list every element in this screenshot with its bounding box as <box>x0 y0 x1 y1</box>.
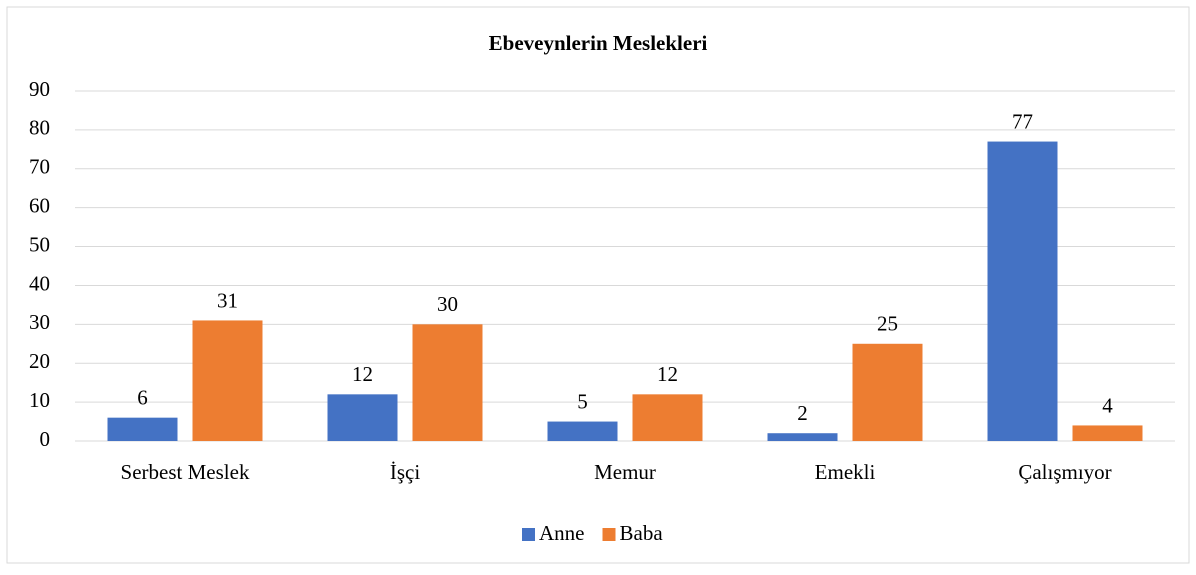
y-tick-label: 90 <box>29 77 50 101</box>
data-label: 25 <box>877 312 898 336</box>
data-label: 12 <box>352 362 373 386</box>
y-tick-label: 10 <box>29 388 50 412</box>
y-tick-label: 30 <box>29 310 50 334</box>
y-tick-label: 70 <box>29 155 50 179</box>
chart-title: Ebeveynlerin Meslekleri <box>489 31 708 55</box>
data-label: 77 <box>1012 109 1033 133</box>
legend-label: Baba <box>620 521 664 545</box>
bar <box>107 417 178 441</box>
data-label: 2 <box>797 401 808 425</box>
legend-swatch <box>522 528 535 541</box>
y-tick-label: 20 <box>29 349 50 373</box>
x-tick-label: İşçi <box>390 460 420 484</box>
bar <box>767 433 838 441</box>
x-tick-label: Emekli <box>815 460 876 484</box>
data-label: 30 <box>437 292 458 316</box>
x-tick-label: Serbest Meslek <box>121 460 250 484</box>
y-tick-label: 60 <box>29 193 50 217</box>
data-label: 12 <box>657 362 678 386</box>
legend-swatch <box>602 528 616 541</box>
y-tick-label: 40 <box>29 271 50 295</box>
bar <box>1072 425 1143 441</box>
y-tick-label: 80 <box>29 116 50 140</box>
data-label: 5 <box>577 389 588 413</box>
data-label: 4 <box>1102 393 1113 417</box>
bar <box>987 141 1058 442</box>
bar <box>852 343 923 441</box>
data-label: 31 <box>217 288 238 312</box>
bar <box>547 421 618 441</box>
y-tick-label: 0 <box>40 427 51 451</box>
legend-label: Anne <box>539 521 585 545</box>
data-label: 6 <box>137 385 148 409</box>
x-tick-label: Çalışmıyor <box>1018 460 1111 484</box>
bar <box>412 324 483 441</box>
x-tick-label: Memur <box>594 460 656 484</box>
bar <box>192 320 263 441</box>
bar <box>632 394 703 441</box>
bar <box>327 394 398 441</box>
y-tick-label: 50 <box>29 232 50 256</box>
